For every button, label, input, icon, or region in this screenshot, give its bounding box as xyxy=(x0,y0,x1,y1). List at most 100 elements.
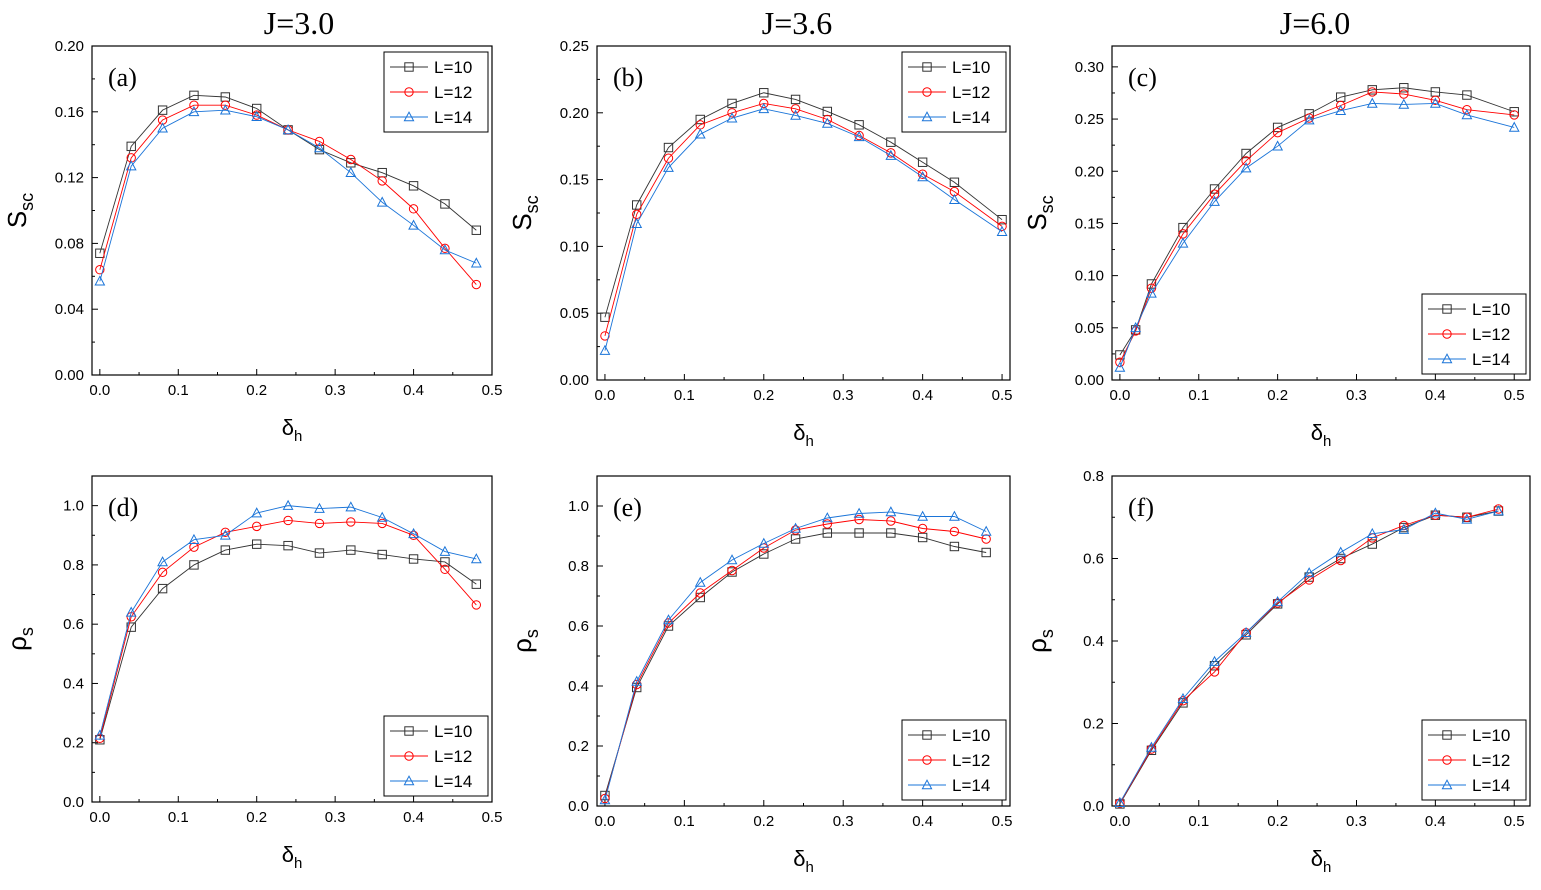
data-point xyxy=(758,102,770,114)
data-point xyxy=(314,518,325,529)
data-point xyxy=(1509,107,1519,117)
legend-marker xyxy=(1441,353,1453,364)
legend-marker xyxy=(922,755,932,765)
y-tick-label: 0.04 xyxy=(55,301,84,318)
y-axis-label: Ssc xyxy=(2,193,37,228)
y-tick-label: 0.25 xyxy=(560,38,589,55)
data-point xyxy=(663,614,674,625)
series-l-14 xyxy=(1114,505,1504,807)
data-point xyxy=(1429,507,1441,518)
data-point xyxy=(219,529,231,540)
data-point xyxy=(1493,505,1504,516)
legend-label: L=14 xyxy=(1472,350,1510,369)
y-tick-label: 0.6 xyxy=(1083,551,1104,568)
y-tick-label: 0.8 xyxy=(63,557,84,574)
data-point xyxy=(1509,110,1519,120)
plot-frame xyxy=(1111,45,1531,381)
data-point xyxy=(314,142,325,153)
data-point xyxy=(790,104,801,114)
data-point xyxy=(314,136,325,147)
data-point xyxy=(157,567,168,578)
y-tick-label: 0.6 xyxy=(568,618,589,635)
data-point xyxy=(1367,87,1377,97)
data-point xyxy=(219,104,231,115)
legend: L=10 L=12 L=14 xyxy=(383,715,489,797)
x-tick-label: 0.1 xyxy=(168,382,189,399)
column-title-j36: J=3.6 xyxy=(762,5,833,41)
data-point xyxy=(188,533,200,545)
legend-label: L=10 xyxy=(1472,300,1510,319)
legend-label: L=10 xyxy=(952,726,990,745)
x-tick-label: 0.3 xyxy=(1346,387,1367,404)
data-point xyxy=(997,221,1007,232)
data-point xyxy=(157,583,168,594)
data-point xyxy=(1493,504,1504,514)
chart-panel-6: 0.0 0.1 0.2 0.3 0.4 0.5 0.0 0.2 0.4 0.6 0.8 δh ρs (f)… xyxy=(1022,468,1531,876)
y-tick-label: 1.0 xyxy=(63,498,84,515)
data-point xyxy=(94,729,106,740)
data-point xyxy=(1462,90,1472,100)
x-tick-label: 0.4 xyxy=(403,809,424,826)
x-tick-label: 0.1 xyxy=(168,809,189,826)
y-tick-label: 0.2 xyxy=(1083,716,1104,733)
legend-entry: L=14 xyxy=(390,772,472,791)
data-point xyxy=(790,94,801,105)
y-axis-label: ρs xyxy=(507,629,542,653)
data-point xyxy=(790,109,801,120)
series-l-12 xyxy=(600,98,1007,341)
data-point xyxy=(759,549,769,559)
x-tick-label: 0.4 xyxy=(403,382,424,399)
legend-label: L=12 xyxy=(952,83,990,102)
series-line xyxy=(1119,508,1499,804)
legend-entry: L=14 xyxy=(908,776,990,795)
y-tick-label: 0.10 xyxy=(560,238,589,255)
data-point xyxy=(1430,95,1441,105)
data-point xyxy=(663,142,674,153)
data-point xyxy=(188,105,200,117)
data-point xyxy=(1366,527,1378,539)
y-tick-label: 0.4 xyxy=(1083,633,1104,650)
legend-entry: L=14 xyxy=(1428,350,1510,369)
data-point xyxy=(471,225,482,235)
data-point xyxy=(1398,523,1410,534)
y-tick-label: 0.08 xyxy=(55,235,84,252)
data-point xyxy=(1130,321,1142,333)
series-line xyxy=(604,511,987,801)
x-axis-label: δh xyxy=(1311,420,1332,450)
y-axis-label: Ssc xyxy=(1022,195,1057,230)
data-point xyxy=(1177,237,1189,248)
data-point xyxy=(157,122,169,133)
data-point xyxy=(471,600,482,610)
legend-entry: L=12 xyxy=(1428,751,1510,770)
data-point xyxy=(694,128,706,139)
data-point xyxy=(853,507,865,518)
legend-entry: L=14 xyxy=(908,108,990,127)
data-point xyxy=(470,553,482,564)
legend-entry: L=12 xyxy=(390,747,472,766)
data-point xyxy=(251,507,263,518)
data-point xyxy=(1209,189,1220,199)
series-line xyxy=(99,109,477,282)
series-l-14 xyxy=(599,102,1008,355)
panel-label: (a) xyxy=(108,63,137,92)
legend: L=10 L=12 L=14 xyxy=(1421,719,1527,801)
data-point xyxy=(917,157,928,167)
legend-entry: L=14 xyxy=(390,108,472,127)
series-l-14 xyxy=(94,104,482,286)
data-point xyxy=(949,541,960,552)
chart-panel-1: 0.0 0.1 0.2 0.3 0.4 0.5 0.00 0.04 0.08 0.12 0.16 0.… xyxy=(2,38,502,445)
x-tick-label: 0.5 xyxy=(1504,387,1525,404)
series-l-10 xyxy=(1115,83,1519,360)
chart-panel-3: 0.0 0.1 0.2 0.3 0.4 0.5 0.00 0.05 0.10 0.15 0.20 0.… xyxy=(1022,45,1531,450)
legend-marker xyxy=(1442,304,1452,314)
legend-label: L=12 xyxy=(434,747,472,766)
data-point xyxy=(632,200,642,210)
data-point xyxy=(377,549,387,560)
x-tick-label: 0.1 xyxy=(1188,813,1209,830)
data-point xyxy=(376,511,388,522)
legend-label: L=10 xyxy=(434,722,472,741)
x-tick-label: 0.0 xyxy=(1109,387,1130,404)
data-point xyxy=(1303,567,1315,578)
data-point xyxy=(470,257,482,268)
